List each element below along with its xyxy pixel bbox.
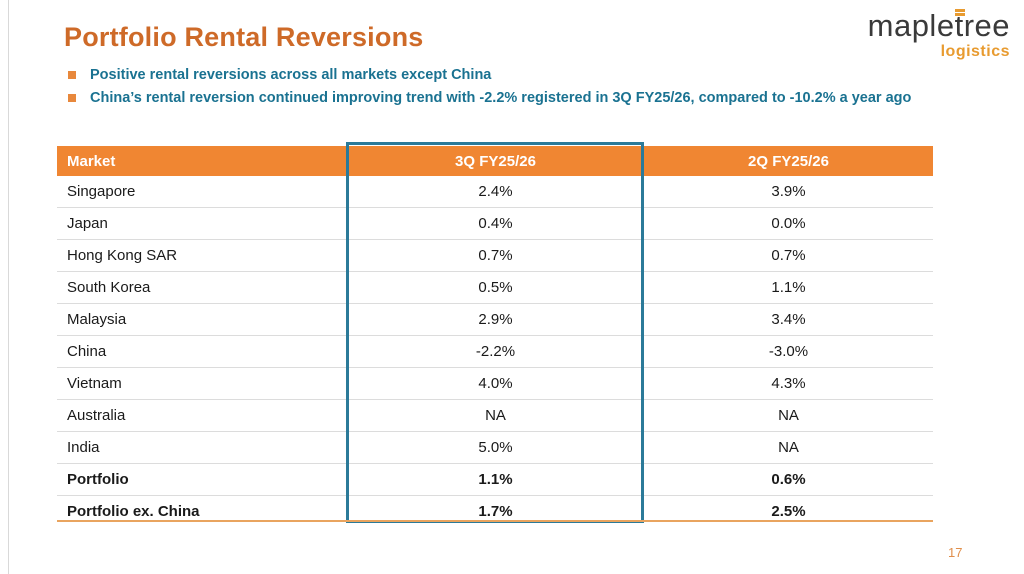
q2-value-cell: 2.5% [644, 495, 933, 527]
q2-value-cell: 0.6% [644, 463, 933, 496]
table-row: Australia NA NA [57, 399, 933, 432]
table-row: Portfolio 1.1% 0.6% [57, 463, 933, 496]
market-cell: China [57, 335, 347, 368]
column-header-2q-fy2526: 2Q FY25/26 [644, 146, 933, 176]
q2-value-cell: 0.7% [644, 239, 933, 272]
bullet-square-icon [68, 94, 76, 102]
logo-tree-bars-icon [954, 9, 965, 17]
q3-value-cell: 5.0% [347, 431, 644, 464]
market-cell: Singapore [57, 176, 347, 208]
page-number: 17 [948, 545, 963, 560]
table-header-row: Market 3Q FY25/26 2Q FY25/26 [57, 146, 933, 176]
page-title: Portfolio Rental Reversions [64, 22, 424, 52]
market-cell: Vietnam [57, 367, 347, 400]
table-row: Japan 0.4% 0.0% [57, 207, 933, 240]
table-row: China -2.2% -3.0% [57, 335, 933, 368]
q2-value-cell: 0.0% [644, 207, 933, 240]
table-row: Malaysia 2.9% 3.4% [57, 303, 933, 336]
q2-value-cell: -3.0% [644, 335, 933, 368]
table-row: India 5.0% NA [57, 431, 933, 464]
market-cell: Portfolio [57, 463, 347, 496]
market-cell: Japan [57, 207, 347, 240]
table-bottom-rule [57, 520, 933, 522]
bullet-item: China’s rental reversion continued impro… [66, 88, 995, 109]
bullet-text: China’s rental reversion continued impro… [90, 90, 912, 106]
q2-value-cell: NA [644, 399, 933, 432]
table-row: South Korea 0.5% 1.1% [57, 271, 933, 304]
left-edge-divider [8, 0, 9, 574]
market-cell: South Korea [57, 271, 347, 304]
logo-stylized-t: t [954, 8, 965, 43]
bullet-square-icon [68, 71, 76, 79]
q3-value-cell: 1.7% [347, 495, 644, 527]
q3-value-cell: 2.9% [347, 303, 644, 336]
table-row: Vietnam 4.0% 4.3% [57, 367, 933, 400]
column-header-3q-fy2526: 3Q FY25/26 [347, 146, 644, 176]
market-cell: Australia [57, 399, 347, 432]
q3-value-cell: 0.5% [347, 271, 644, 304]
q3-value-cell: 0.4% [347, 207, 644, 240]
logo-text-ree: ree [963, 8, 1010, 43]
column-header-market: Market [57, 146, 347, 176]
q2-value-cell: 4.3% [644, 367, 933, 400]
q3-value-cell: -2.2% [347, 335, 644, 368]
market-cell: Portfolio ex. China [57, 495, 347, 527]
table-row: Portfolio ex. China 1.7% 2.5% [57, 495, 933, 527]
table-row: Singapore 2.4% 3.9% [57, 176, 933, 208]
rental-reversions-table: Market 3Q FY25/26 2Q FY25/26 Singapore 2… [57, 146, 933, 527]
q3-value-cell: 0.7% [347, 239, 644, 272]
bullet-text: Positive rental reversions across all ma… [90, 67, 492, 83]
logo-text-maple: maple [867, 8, 955, 43]
q3-value-cell: NA [347, 399, 644, 432]
q3-value-cell: 2.4% [347, 176, 644, 208]
market-cell: Hong Kong SAR [57, 239, 347, 272]
market-cell: India [57, 431, 347, 464]
logo-logistics-label: logistics [940, 43, 1010, 60]
q2-value-cell: 3.4% [644, 303, 933, 336]
mapletree-logo: maplet ree logistics [867, 8, 1010, 60]
table-row: Hong Kong SAR 0.7% 0.7% [57, 239, 933, 272]
q2-value-cell: NA [644, 431, 933, 464]
table-body: Singapore 2.4% 3.9% Japan 0.4% 0.0% Hong… [57, 176, 933, 527]
bullet-list: Positive rental reversions across all ma… [66, 65, 996, 111]
q3-value-cell: 4.0% [347, 367, 644, 400]
mapletree-wordmark: maplet ree [867, 8, 1010, 43]
q2-value-cell: 1.1% [644, 271, 933, 304]
q3-value-cell: 1.1% [347, 463, 644, 496]
bullet-item: Positive rental reversions across all ma… [66, 65, 995, 86]
market-cell: Malaysia [57, 303, 347, 336]
q2-value-cell: 3.9% [644, 176, 933, 208]
